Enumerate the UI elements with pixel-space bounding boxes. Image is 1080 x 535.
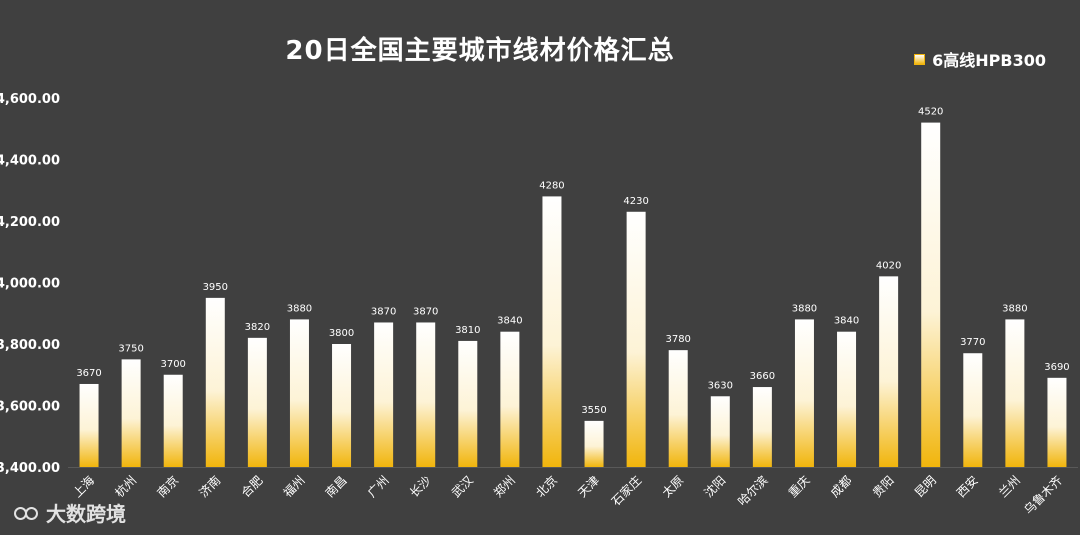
x-tick-label: 天津 bbox=[575, 473, 602, 500]
data-label: 3550 bbox=[581, 405, 606, 416]
x-tick-label: 贵阳 bbox=[870, 473, 897, 500]
data-label: 3750 bbox=[118, 343, 143, 354]
chart-title: 20日全国主要城市线材价格汇总 bbox=[285, 36, 675, 66]
bar bbox=[626, 211, 646, 467]
data-label: 3870 bbox=[413, 306, 438, 317]
x-tick-label: 成都 bbox=[828, 473, 855, 500]
x-tick-label: 合肥 bbox=[238, 473, 266, 501]
data-label: 3880 bbox=[792, 303, 817, 314]
x-tick-label: 济南 bbox=[196, 473, 224, 501]
x-tick-label: 昆明 bbox=[912, 473, 939, 500]
bar bbox=[289, 319, 309, 467]
bar bbox=[121, 359, 141, 467]
data-label: 3800 bbox=[329, 328, 354, 339]
x-tick-label: 广州 bbox=[365, 473, 392, 500]
bar bbox=[710, 396, 730, 467]
x-tick-label: 乌鲁木齐 bbox=[1021, 473, 1066, 518]
bar bbox=[1005, 319, 1025, 467]
data-label: 4230 bbox=[623, 196, 648, 207]
data-label: 3770 bbox=[960, 337, 985, 348]
bar bbox=[1047, 377, 1067, 467]
x-tick-label: 西安 bbox=[953, 473, 981, 501]
bar bbox=[247, 337, 267, 467]
x-tick-label: 太原 bbox=[659, 473, 687, 501]
data-label: 3840 bbox=[497, 316, 522, 327]
data-label: 4520 bbox=[918, 107, 943, 118]
bar bbox=[794, 319, 814, 467]
data-label: 3880 bbox=[287, 303, 312, 314]
x-axis: 上海 杭州 南京 济南 合肥 福州 南昌 广州 长沙 武汉 郑州 北京 天津 石家庄 太原 沈阳 哈尔滨 重庆 成都… bbox=[68, 467, 1078, 518]
y-tick-label: 4,000.00 bbox=[0, 277, 60, 292]
x-tick-label: 南京 bbox=[154, 473, 182, 501]
bar bbox=[921, 122, 941, 467]
watermark: 大数跨境 bbox=[10, 498, 126, 527]
bars: 3670 3750 3700 3950 3820 3880 3800 3870 3870 3810… bbox=[76, 107, 1070, 467]
data-label: 3880 bbox=[1002, 303, 1027, 314]
data-label: 3700 bbox=[160, 359, 185, 370]
legend: 6高线HPB300 bbox=[914, 47, 1046, 71]
data-label: 4280 bbox=[539, 180, 564, 191]
bar bbox=[668, 350, 688, 467]
x-tick-label: 武汉 bbox=[449, 473, 476, 500]
bar bbox=[752, 387, 772, 467]
watermark-text: 大数跨境 bbox=[46, 502, 126, 526]
y-tick-label: 3,800.00 bbox=[0, 338, 60, 353]
y-tick-label: 4,600.00 bbox=[0, 92, 60, 107]
data-label: 3840 bbox=[834, 316, 859, 327]
bar bbox=[79, 383, 99, 467]
bar bbox=[458, 340, 478, 467]
bar bbox=[963, 353, 983, 467]
bar bbox=[205, 297, 225, 467]
bar bbox=[416, 322, 436, 467]
data-label: 3660 bbox=[750, 371, 775, 382]
x-tick-label: 兰州 bbox=[996, 473, 1023, 500]
legend-label: 6高线HPB300 bbox=[932, 51, 1046, 70]
data-label: 3690 bbox=[1044, 362, 1069, 373]
x-tick-label: 重庆 bbox=[786, 473, 813, 500]
data-label: 3950 bbox=[203, 282, 228, 293]
data-label: 4020 bbox=[876, 260, 901, 271]
bar bbox=[332, 344, 352, 467]
y-tick-label: 4,200.00 bbox=[0, 215, 60, 230]
x-tick-label: 南昌 bbox=[322, 473, 350, 501]
bar bbox=[374, 322, 394, 467]
y-tick-label: 3,600.00 bbox=[0, 400, 60, 415]
x-tick-label: 石家庄 bbox=[608, 473, 644, 509]
x-tick-label: 郑州 bbox=[490, 473, 518, 501]
y-tick-label: 4,400.00 bbox=[0, 154, 60, 169]
bar bbox=[542, 196, 562, 467]
bar bbox=[163, 374, 183, 467]
data-label: 3870 bbox=[371, 306, 396, 317]
data-label: 3630 bbox=[708, 380, 733, 391]
x-tick-label: 福州 bbox=[280, 473, 308, 501]
bar bbox=[879, 276, 899, 467]
data-label: 3670 bbox=[76, 368, 101, 379]
bar bbox=[584, 420, 604, 467]
x-tick-label: 长沙 bbox=[407, 473, 434, 500]
x-tick-label: 哈尔滨 bbox=[734, 473, 770, 509]
bar bbox=[500, 331, 520, 467]
y-tick-label: 3,400.00 bbox=[0, 461, 60, 476]
brand-logo-icon bbox=[10, 503, 38, 523]
legend-swatch bbox=[914, 53, 926, 65]
bar bbox=[837, 331, 857, 467]
x-tick-label: 沈阳 bbox=[701, 473, 729, 501]
data-label: 3810 bbox=[455, 325, 480, 336]
data-label: 3780 bbox=[665, 334, 690, 345]
x-tick-label: 上海 bbox=[70, 473, 98, 501]
data-label: 3820 bbox=[245, 322, 270, 333]
x-tick-label: 杭州 bbox=[112, 473, 140, 501]
x-tick-label: 北京 bbox=[533, 473, 560, 500]
y-axis: 3,400.00 3,600.00 3,800.00 4,000.00 4,200.00… bbox=[0, 92, 60, 476]
